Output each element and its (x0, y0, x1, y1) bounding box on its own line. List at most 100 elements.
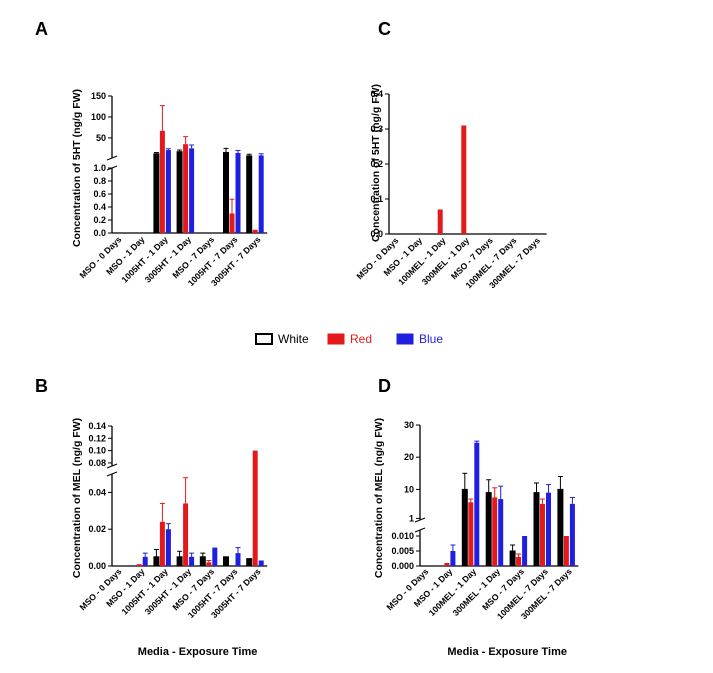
y-tick-label: 0.1 (370, 194, 383, 204)
y-tick-label: 0.4 (370, 89, 383, 99)
bar-blue (450, 551, 456, 566)
y-tick-label: 0.12 (88, 433, 106, 443)
bar-white (461, 488, 468, 567)
panel-letter: C (378, 19, 391, 39)
axis-break-mark (106, 155, 118, 161)
bar-blue (522, 536, 528, 566)
bar-red (229, 213, 235, 233)
bar-blue (474, 442, 480, 566)
bar-white (509, 550, 516, 567)
bar-white (533, 492, 540, 567)
y-tick-label: 1 (409, 513, 414, 523)
y-tick-label: 20 (404, 452, 414, 462)
y-tick-label: 30 (404, 420, 414, 430)
legend-swatch-red (327, 333, 345, 345)
axis-break-mark (414, 517, 426, 523)
bar-blue (569, 503, 575, 566)
bar-red (563, 536, 569, 566)
bar-red (252, 229, 258, 233)
y-tick-label: 0.14 (88, 421, 106, 431)
bar-red (468, 502, 474, 566)
bar-red (183, 503, 189, 566)
y-axis-label: Concentration of 5HT (ng/g FW) (370, 84, 382, 242)
y-tick-label: 0.3 (370, 124, 383, 134)
y-tick-label: 0.4 (93, 202, 106, 212)
bar-blue (165, 529, 171, 566)
y-tick-label: 0.2 (93, 215, 106, 225)
bar-red (159, 130, 165, 233)
bar-white (176, 556, 183, 567)
bar-white (223, 152, 229, 234)
axis-break-mark (106, 165, 118, 171)
y-tick-label: 50 (96, 133, 106, 143)
bar-red (540, 503, 545, 566)
x-axis-label: Media - Exposure Time (447, 646, 567, 658)
bar-blue (498, 499, 504, 566)
bar-blue (258, 155, 264, 233)
y-tick-label: 0.0 (93, 228, 106, 238)
bar-red (206, 562, 212, 566)
bar-blue (546, 492, 551, 566)
bar-red (136, 564, 142, 566)
y-tick-label: 0.6 (93, 189, 106, 199)
bar-white (176, 151, 183, 234)
y-tick-label: 0.02 (88, 524, 106, 534)
bar-red (159, 521, 165, 566)
panel-letter: B (35, 376, 48, 396)
legend-label-blue: Blue (419, 332, 443, 346)
panel-letter: A (35, 19, 48, 39)
bar-blue (142, 556, 148, 566)
bar-blue (165, 150, 171, 233)
legend: White Red Blue (255, 332, 443, 346)
y-axis-label: Concentration of 5HT (ng/g FW) (71, 89, 83, 247)
y-tick-label: 100 (91, 112, 106, 122)
axis-break-mark (414, 527, 426, 533)
bar-red (444, 563, 450, 566)
bar-red (183, 144, 189, 233)
bar-white (153, 556, 160, 567)
bar-white (246, 155, 253, 234)
y-tick-label: 0.010 (391, 531, 414, 541)
y-axis-label: Concentration of MEL (ng/g FW) (373, 418, 385, 578)
axis-break-mark (106, 463, 118, 469)
y-axis-label: Concentration of MEL (ng/g FW) (71, 418, 83, 578)
bar-white (223, 556, 229, 567)
bar-red (461, 125, 467, 234)
y-tick-label: 0.2 (370, 159, 383, 169)
y-tick-label: 0.08 (88, 458, 106, 468)
bar-red (437, 209, 443, 234)
bar-blue (258, 560, 264, 566)
legend-swatch-white (255, 333, 273, 345)
bar-blue (212, 547, 218, 566)
bar-blue (189, 148, 195, 233)
y-tick-label: 0.000 (391, 561, 414, 571)
x-axis-label: Media - Exposure Time (138, 646, 258, 658)
bar-red (516, 557, 522, 566)
bar-red (252, 450, 258, 566)
bar-blue (189, 556, 195, 566)
bar-red (492, 497, 498, 566)
y-tick-label: 0.00 (88, 561, 106, 571)
y-tick-label: 1.0 (93, 163, 106, 173)
legend-label-red: Red (350, 332, 372, 346)
axis-break-mark (106, 471, 118, 477)
y-tick-label: 0.0 (370, 229, 383, 239)
bar-white (153, 153, 160, 234)
y-tick-label: 150 (91, 91, 106, 101)
bar-white (557, 488, 564, 567)
y-tick-label: 0.10 (88, 446, 106, 456)
bar-white (199, 556, 206, 567)
panel-letter: D (378, 376, 391, 396)
bar-white (485, 492, 492, 567)
y-tick-label: 0.8 (93, 176, 106, 186)
bar-white (246, 558, 253, 567)
y-tick-label: 0.04 (88, 487, 106, 497)
bar-blue (235, 553, 241, 566)
y-tick-label: 10 (404, 484, 414, 494)
legend-label-white: White (278, 332, 309, 346)
